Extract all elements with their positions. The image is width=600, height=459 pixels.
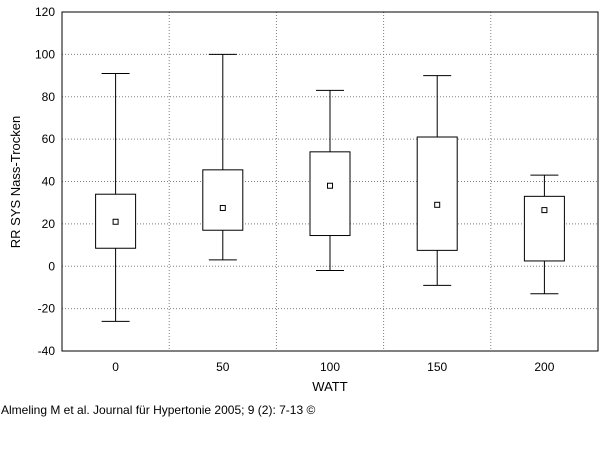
y-tick-label: 40 (42, 175, 56, 189)
iqr-box (95, 193, 137, 249)
iqr-box (309, 151, 351, 237)
x-tick-label: 0 (112, 360, 119, 374)
y-tick-label: 100 (35, 47, 55, 61)
y-axis-title: RR SYS Nass-Trocken (8, 116, 23, 248)
plot-frame (61, 11, 599, 352)
box-50 (202, 53, 244, 261)
box-0 (95, 72, 137, 322)
mean-marker (112, 218, 119, 225)
mean-marker (219, 204, 226, 211)
mean-marker (434, 201, 441, 208)
x-tick-label: 150 (427, 360, 447, 374)
y-tick-label: 20 (42, 217, 56, 231)
x-tick-label: 200 (534, 360, 554, 374)
x-tick-label: 100 (320, 360, 340, 374)
y-tick-label: 0 (48, 259, 55, 273)
mean-marker (327, 182, 333, 189)
iqr-box (202, 169, 244, 231)
x-tick-label: 50 (216, 360, 230, 374)
y-tick-labels: 120 100 80 60 40 20 0 -20 -40 (35, 5, 55, 358)
box-series (95, 53, 565, 322)
citation-text: Almeling M et al. Journal für Hypertonie… (1, 403, 316, 417)
iqr-box (523, 195, 565, 262)
box-150 (416, 75, 458, 286)
y-tick-label: 120 (35, 5, 55, 19)
mean-marker (541, 207, 548, 214)
x-axis-title: WATT (312, 379, 347, 394)
iqr-box (416, 136, 458, 251)
y-tick-label: 60 (42, 132, 56, 146)
y-tick-label: 80 (42, 90, 56, 104)
box-200 (523, 174, 565, 295)
x-tick-labels: 0 50 100 150 200 (112, 360, 554, 374)
y-tick-label: -20 (38, 302, 56, 316)
box-100 (309, 89, 351, 271)
y-tick-label: -40 (38, 344, 56, 358)
